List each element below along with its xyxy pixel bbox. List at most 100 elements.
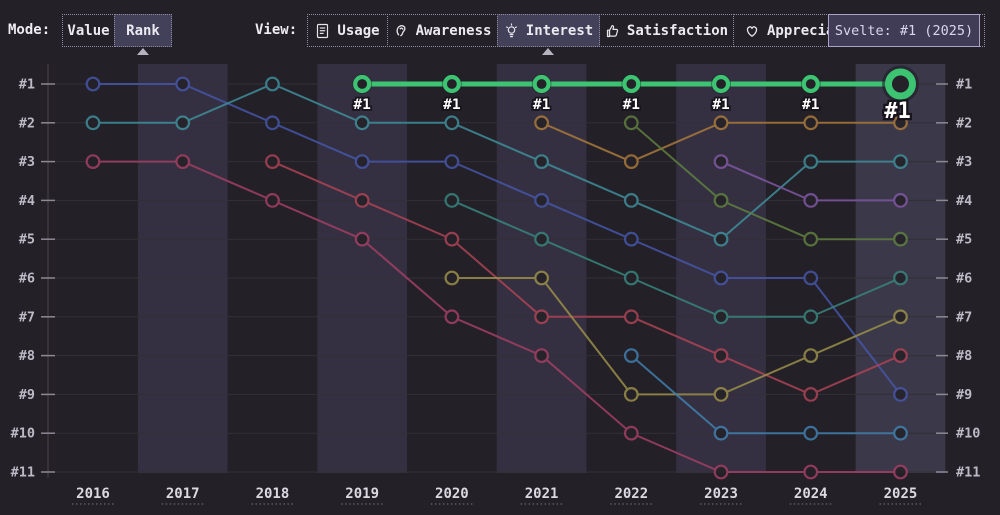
data-point-violet[interactable] xyxy=(893,192,908,208)
data-point-amber[interactable] xyxy=(893,115,908,131)
year-label-2021[interactable]: 2021 xyxy=(525,486,559,502)
data-point-olive[interactable] xyxy=(893,309,908,325)
data-point-violet[interactable] xyxy=(713,154,729,170)
data-point-svelte-2019[interactable] xyxy=(353,74,372,94)
data-point-rose[interactable] xyxy=(265,192,280,208)
series-rose[interactable] xyxy=(85,154,908,480)
data-point-amber[interactable] xyxy=(803,115,819,131)
data-point-teal[interactable] xyxy=(444,115,460,131)
data-point-olive[interactable] xyxy=(803,348,819,364)
data-point-indigo[interactable] xyxy=(893,387,908,402)
data-point-indigo[interactable] xyxy=(354,154,370,170)
data-point-teal[interactable] xyxy=(265,76,280,92)
year-label-2017[interactable]: 2017 xyxy=(166,486,200,502)
data-point-indigo[interactable] xyxy=(623,231,639,247)
data-point-rose[interactable] xyxy=(444,309,460,325)
series-teal[interactable] xyxy=(85,76,908,247)
data-point-crimson[interactable] xyxy=(623,309,639,325)
data-point-rose[interactable] xyxy=(623,425,639,441)
data-point-crimson[interactable] xyxy=(444,231,460,247)
data-point-crimson[interactable] xyxy=(803,387,819,402)
series-svelte[interactable]: #1 #1 #1 #1 #1 #1 #1 xyxy=(352,65,919,126)
data-point-rose[interactable] xyxy=(354,231,370,247)
series-moss-green[interactable] xyxy=(623,115,908,247)
view-button-awareness[interactable]: Awareness xyxy=(387,14,498,47)
data-point-svelte-2021[interactable] xyxy=(532,74,551,94)
data-point-olive[interactable] xyxy=(713,387,729,402)
data-point-indigo[interactable] xyxy=(175,76,191,92)
data-point-steel-blue[interactable] xyxy=(803,425,819,441)
data-point-indigo[interactable] xyxy=(713,270,729,286)
data-point-svelte-2022[interactable] xyxy=(622,74,641,94)
data-point-indigo[interactable] xyxy=(444,154,460,170)
data-point-dark-teal[interactable] xyxy=(893,270,908,286)
data-point-rose[interactable] xyxy=(713,464,729,480)
data-point-svelte-2025[interactable] xyxy=(884,68,916,100)
data-point-moss-green[interactable] xyxy=(623,115,639,131)
data-point-dark-teal[interactable] xyxy=(803,309,819,325)
view-button-usage[interactable]: Usage xyxy=(307,14,388,47)
data-point-rose[interactable] xyxy=(893,464,908,480)
series-crimson[interactable] xyxy=(265,154,908,402)
data-point-svelte-2024[interactable] xyxy=(801,74,820,94)
data-point-rose[interactable] xyxy=(85,154,101,170)
data-point-teal[interactable] xyxy=(354,115,370,131)
mode-button-value[interactable]: Value xyxy=(62,14,115,47)
data-point-svelte-2020[interactable] xyxy=(442,74,461,94)
data-point-olive[interactable] xyxy=(623,387,639,402)
data-point-rose[interactable] xyxy=(534,348,549,364)
data-point-dark-teal[interactable] xyxy=(623,270,639,286)
data-point-moss-green[interactable] xyxy=(713,192,729,208)
data-point-steel-blue[interactable] xyxy=(713,425,729,441)
data-point-dark-teal[interactable] xyxy=(713,309,729,325)
view-button-interest[interactable]: Interest xyxy=(497,14,600,47)
data-point-amber[interactable] xyxy=(534,115,549,131)
data-point-violet[interactable] xyxy=(803,192,819,208)
view-button-satisfaction[interactable]: Satisfaction xyxy=(599,14,734,47)
year-label-2025[interactable]: 2025 xyxy=(884,486,918,502)
rank-point-label: #1 xyxy=(353,97,371,113)
mode-button-rank[interactable]: Rank xyxy=(114,14,172,47)
year-label-2016[interactable]: 2016 xyxy=(76,486,110,502)
data-point-dark-teal[interactable] xyxy=(534,231,549,247)
data-point-crimson[interactable] xyxy=(893,348,908,364)
data-point-indigo[interactable] xyxy=(265,115,280,131)
data-point-crimson[interactable] xyxy=(534,309,549,325)
year-label-2023[interactable]: 2023 xyxy=(704,486,738,502)
data-point-moss-green[interactable] xyxy=(893,231,908,247)
data-point-crimson[interactable] xyxy=(265,154,280,170)
year-label-2022[interactable]: 2022 xyxy=(614,486,648,502)
data-point-steel-blue[interactable] xyxy=(623,348,639,364)
data-point-svelte-2023[interactable] xyxy=(711,74,731,94)
year-label-2018[interactable]: 2018 xyxy=(256,486,290,502)
data-point-teal[interactable] xyxy=(175,115,191,131)
data-point-indigo[interactable] xyxy=(85,76,101,92)
lightbulb-icon xyxy=(504,22,519,39)
data-point-olive[interactable] xyxy=(444,270,460,286)
series-amber[interactable] xyxy=(534,115,908,170)
data-point-dark-teal[interactable] xyxy=(444,192,460,208)
data-point-crimson[interactable] xyxy=(713,348,729,364)
data-point-rose[interactable] xyxy=(803,464,819,480)
data-point-teal[interactable] xyxy=(893,154,908,170)
year-label-2019[interactable]: 2019 xyxy=(345,486,379,502)
series-dark-teal[interactable] xyxy=(444,192,908,325)
data-point-steel-blue[interactable] xyxy=(893,425,908,441)
data-point-teal[interactable] xyxy=(623,192,639,208)
data-point-rose[interactable] xyxy=(175,154,191,170)
data-point-teal[interactable] xyxy=(713,231,729,247)
series-steel-blue[interactable] xyxy=(623,348,908,441)
data-point-moss-green[interactable] xyxy=(803,231,819,247)
data-point-teal[interactable] xyxy=(803,154,819,170)
data-point-indigo[interactable] xyxy=(534,192,549,208)
data-point-teal[interactable] xyxy=(85,115,101,131)
data-point-teal[interactable] xyxy=(534,154,549,170)
year-label-2024[interactable]: 2024 xyxy=(794,486,828,502)
data-point-amber[interactable] xyxy=(623,154,639,170)
data-point-olive[interactable] xyxy=(534,270,549,286)
data-point-indigo[interactable] xyxy=(803,270,819,286)
data-point-crimson[interactable] xyxy=(354,192,370,208)
year-label-2020[interactable]: 2020 xyxy=(435,486,469,502)
series-violet[interactable] xyxy=(713,154,908,208)
data-point-amber[interactable] xyxy=(713,115,729,131)
